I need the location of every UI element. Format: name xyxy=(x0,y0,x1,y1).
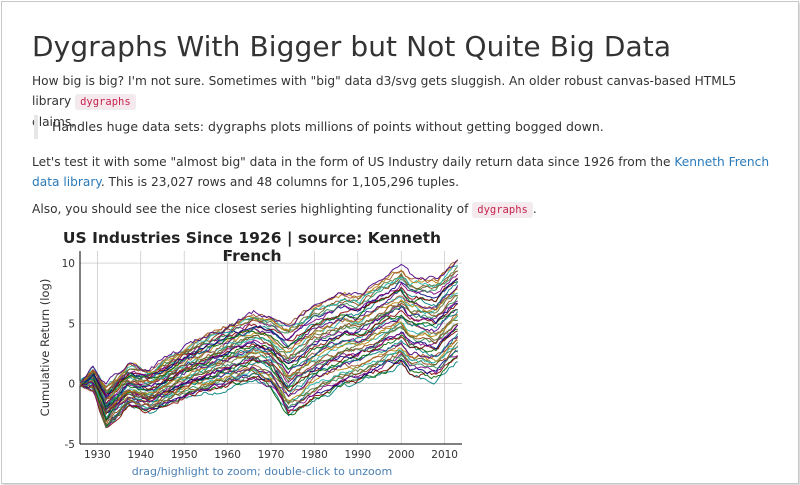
blockquote: Handles huge data sets: dygraphs plots m… xyxy=(34,115,792,139)
x-tick-label: 1950 xyxy=(171,449,198,461)
series-line xyxy=(79,309,458,410)
series-line xyxy=(79,300,458,404)
series-line xyxy=(79,313,459,410)
y-tick-label: 0 xyxy=(68,379,75,391)
kenneth-french-link[interactable]: Kenneth French data library xyxy=(32,155,770,189)
x-tick-label: 1930 xyxy=(84,449,111,461)
series-line xyxy=(79,273,459,397)
x-tick-label: 1970 xyxy=(258,449,285,461)
highlight-tail: . xyxy=(532,202,537,216)
y-tick-label: 10 xyxy=(62,258,75,270)
page-title: Dygraphs With Bigger but Not Quite Big D… xyxy=(32,30,672,63)
series-line xyxy=(79,278,458,397)
x-tick-label: 1980 xyxy=(301,449,328,461)
series-line xyxy=(79,259,458,385)
y-tick-label: 5 xyxy=(68,318,75,330)
data-paragraph: Let's test it with some "almost big" dat… xyxy=(32,152,777,192)
series-line xyxy=(79,288,458,398)
series-line xyxy=(79,337,459,423)
intro-text: How big is big? I'm not sure. Sometimes … xyxy=(32,74,737,108)
x-tick-label: 1960 xyxy=(214,449,241,461)
series-line xyxy=(80,345,459,427)
series-line xyxy=(79,330,458,414)
series-line xyxy=(79,281,458,394)
series-line xyxy=(79,311,459,408)
intro-paragraph: How big is big? I'm not sure. Sometimes … xyxy=(32,71,777,132)
x-tick-label: 2010 xyxy=(431,449,458,461)
series-line xyxy=(79,315,459,410)
dygraphs-code-inline-2: dygraphs xyxy=(472,202,533,218)
y-axis-label: Cumulative Return (log) xyxy=(38,279,52,417)
data-tail: . This is 23,027 rows and 48 columns for… xyxy=(100,175,460,189)
zoom-hint: drag/highlight to zoom; double-click to … xyxy=(131,465,393,478)
data-text: Let's test it with some "almost big" dat… xyxy=(32,155,671,169)
x-tick-label: 2000 xyxy=(388,449,415,461)
series-line xyxy=(79,335,459,420)
intro-tail: claims, xyxy=(32,115,76,129)
highlight-text: Also, you should see the nice closest se… xyxy=(32,202,469,216)
series-line xyxy=(79,352,458,428)
chart-plot[interactable]: 1930 1940 1950 1960 1970 1980 1990 2000 2010 -5 0 5… xyxy=(32,224,472,469)
x-tick-label: 1990 xyxy=(344,449,371,461)
series-line xyxy=(79,322,458,416)
dygraphs-code-inline: dygraphs xyxy=(75,94,136,110)
blockquote-text: Handles huge data sets: dygraphs plots m… xyxy=(52,119,604,134)
series-line xyxy=(79,309,458,411)
x-tick-label: 1940 xyxy=(127,449,154,461)
highlight-paragraph: Also, you should see the nice closest se… xyxy=(32,199,777,220)
series-line xyxy=(79,286,458,400)
series-line xyxy=(79,323,458,413)
chart-title: US Industries Since 1926 | source: Kenne… xyxy=(62,229,442,265)
y-tick-label: -5 xyxy=(65,439,75,451)
dygraph-chart[interactable]: US Industries Since 1926 | source: Kenne… xyxy=(32,224,472,483)
